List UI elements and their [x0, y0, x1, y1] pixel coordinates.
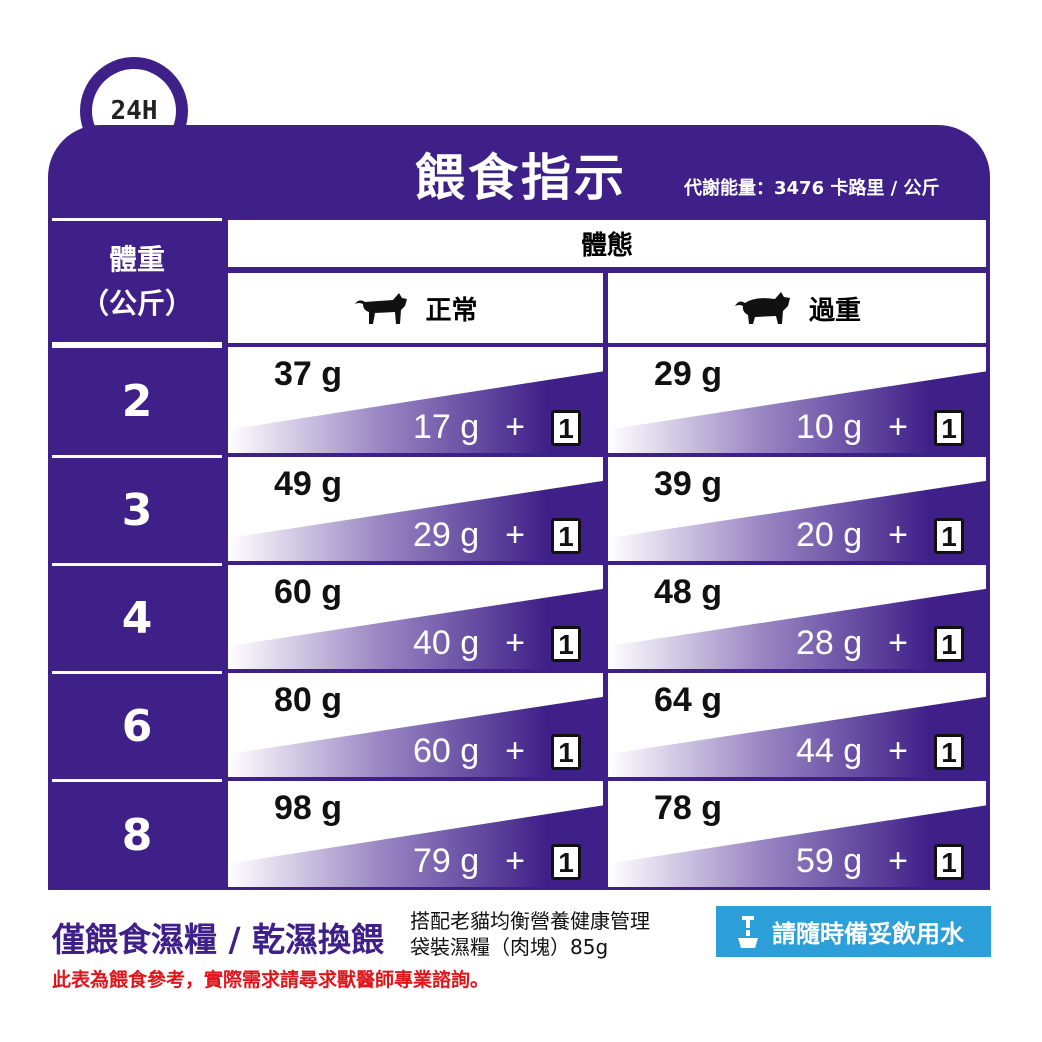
- legend-text: 僅餵食濕糧 / 乾濕換餵: [52, 920, 385, 959]
- dry-only-amount: 49 g: [274, 465, 343, 503]
- mixed-feeding: 59 g +1: [796, 842, 964, 881]
- dry-only-amount: 37 g: [274, 355, 343, 393]
- pouch-icon: 1: [934, 733, 964, 770]
- overweight-feeding-cell: 64 g 44 g +1: [608, 673, 986, 777]
- cat-walking-icon: [355, 293, 408, 324]
- plus-sign: +: [888, 624, 908, 662]
- mixed-feeding: 20 g +1: [796, 516, 964, 555]
- dry-mixed-amount: 17 g: [412, 408, 480, 446]
- mixed-feeding: 60 g +1: [413, 732, 581, 771]
- mixed-feeding: 29 g +1: [413, 516, 581, 555]
- mixed-feeding: 28 g +1: [796, 624, 964, 663]
- pouch-line-2: 袋裝濕糧（肉塊）85g: [410, 935, 609, 959]
- dry-only-amount: 48 g: [654, 573, 723, 611]
- plus-sign: +: [888, 732, 908, 770]
- pouch-description: 搭配老貓均衡營養健康管理 袋裝濕糧（肉塊）85g: [410, 908, 650, 960]
- column-normal-label: 正常: [425, 295, 478, 326]
- body-condition-header: 體態: [228, 220, 986, 267]
- dry-only-amount: 80 g: [274, 681, 343, 719]
- pouch-icon: 1: [934, 517, 964, 554]
- weight-header-unit: （公斤）: [80, 286, 193, 320]
- plus-sign: +: [505, 732, 525, 770]
- cat-overweight-icon: [734, 292, 790, 324]
- dry-mixed-amount: 59 g: [795, 842, 863, 880]
- pouch-line-1: 搭配老貓均衡營養健康管理: [410, 909, 650, 933]
- normal-feeding-cell: 98 g 79 g +1: [228, 781, 603, 887]
- plus-sign: +: [888, 516, 908, 554]
- overweight-feeding-cell: 78 g 59 g +1: [608, 781, 986, 887]
- plus-sign: +: [505, 842, 525, 880]
- plus-sign: +: [505, 516, 525, 554]
- overweight-feeding-cell: 48 g 28 g +1: [608, 565, 986, 669]
- pouch-icon: 1: [551, 733, 581, 770]
- weight-label: 8: [52, 779, 222, 889]
- overweight-feeding-cell: 29 g 10 g +1: [608, 347, 986, 453]
- faucet-icon: [738, 915, 758, 948]
- weight-label: 6: [52, 671, 222, 779]
- weight-label: 3: [52, 455, 222, 563]
- weight-label: 2: [52, 345, 222, 455]
- dry-only-amount: 64 g: [654, 681, 723, 719]
- dry-only-amount: 39 g: [654, 465, 723, 503]
- weight-label: 4: [52, 563, 222, 671]
- water-reminder-label: 請隨時備妥飲用水: [772, 920, 964, 948]
- plus-sign: +: [888, 408, 908, 446]
- mixed-feeding: 17 g +1: [413, 408, 581, 447]
- overweight-feeding-cell: 39 g 20 g +1: [608, 457, 986, 561]
- dry-mixed-amount: 29 g: [412, 516, 480, 554]
- pouch-icon: 1: [551, 517, 581, 554]
- dry-mixed-amount: 10 g: [795, 408, 863, 446]
- dry-only-amount: 78 g: [654, 789, 723, 827]
- pouch-icon: 1: [551, 843, 581, 880]
- mixed-feeding: 44 g +1: [796, 732, 964, 771]
- mixed-feeding: 10 g +1: [796, 408, 964, 447]
- weight-header-label: 體重: [108, 242, 165, 276]
- normal-feeding-cell: 49 g 29 g +1: [228, 457, 603, 561]
- dry-mixed-amount: 20 g: [795, 516, 863, 554]
- normal-feeding-cell: 37 g 17 g +1: [228, 347, 603, 453]
- plus-sign: +: [505, 624, 525, 662]
- normal-feeding-cell: 80 g 60 g +1: [228, 673, 603, 777]
- column-normal: 正常: [228, 273, 603, 343]
- weight-header: 體重 （公斤）: [52, 218, 222, 345]
- energy-info: 代謝能量：3476 卡路里 / 公斤: [684, 178, 940, 199]
- mixed-feeding: 40 g +1: [413, 624, 581, 663]
- page-title: 餵食指示: [415, 149, 627, 207]
- dry-only-amount: 60 g: [274, 573, 343, 611]
- pouch-icon: 1: [551, 625, 581, 662]
- dry-only-amount: 29 g: [654, 355, 723, 393]
- plus-sign: +: [888, 842, 908, 880]
- water-reminder: 請隨時備妥飲用水: [716, 906, 991, 957]
- plus-sign: +: [505, 408, 525, 446]
- dry-mixed-amount: 40 g: [412, 624, 480, 662]
- dry-mixed-amount: 60 g: [412, 732, 480, 770]
- dry-only-amount: 98 g: [274, 789, 343, 827]
- column-overweight-label: 過重: [808, 295, 861, 326]
- disclaimer: 此表為餵食參考，實際需求請尋求獸醫師專業諮詢。: [52, 969, 490, 991]
- pouch-icon: 1: [934, 409, 964, 446]
- pouch-icon: 1: [551, 409, 581, 446]
- normal-feeding-cell: 60 g 40 g +1: [228, 565, 603, 669]
- dry-mixed-amount: 79 g: [412, 842, 480, 880]
- dry-mixed-amount: 44 g: [795, 732, 863, 770]
- dry-mixed-amount: 28 g: [795, 624, 863, 662]
- mixed-feeding: 79 g +1: [413, 842, 581, 881]
- pouch-icon: 1: [934, 843, 964, 880]
- pouch-icon: 1: [934, 625, 964, 662]
- column-overweight: 過重: [608, 273, 986, 343]
